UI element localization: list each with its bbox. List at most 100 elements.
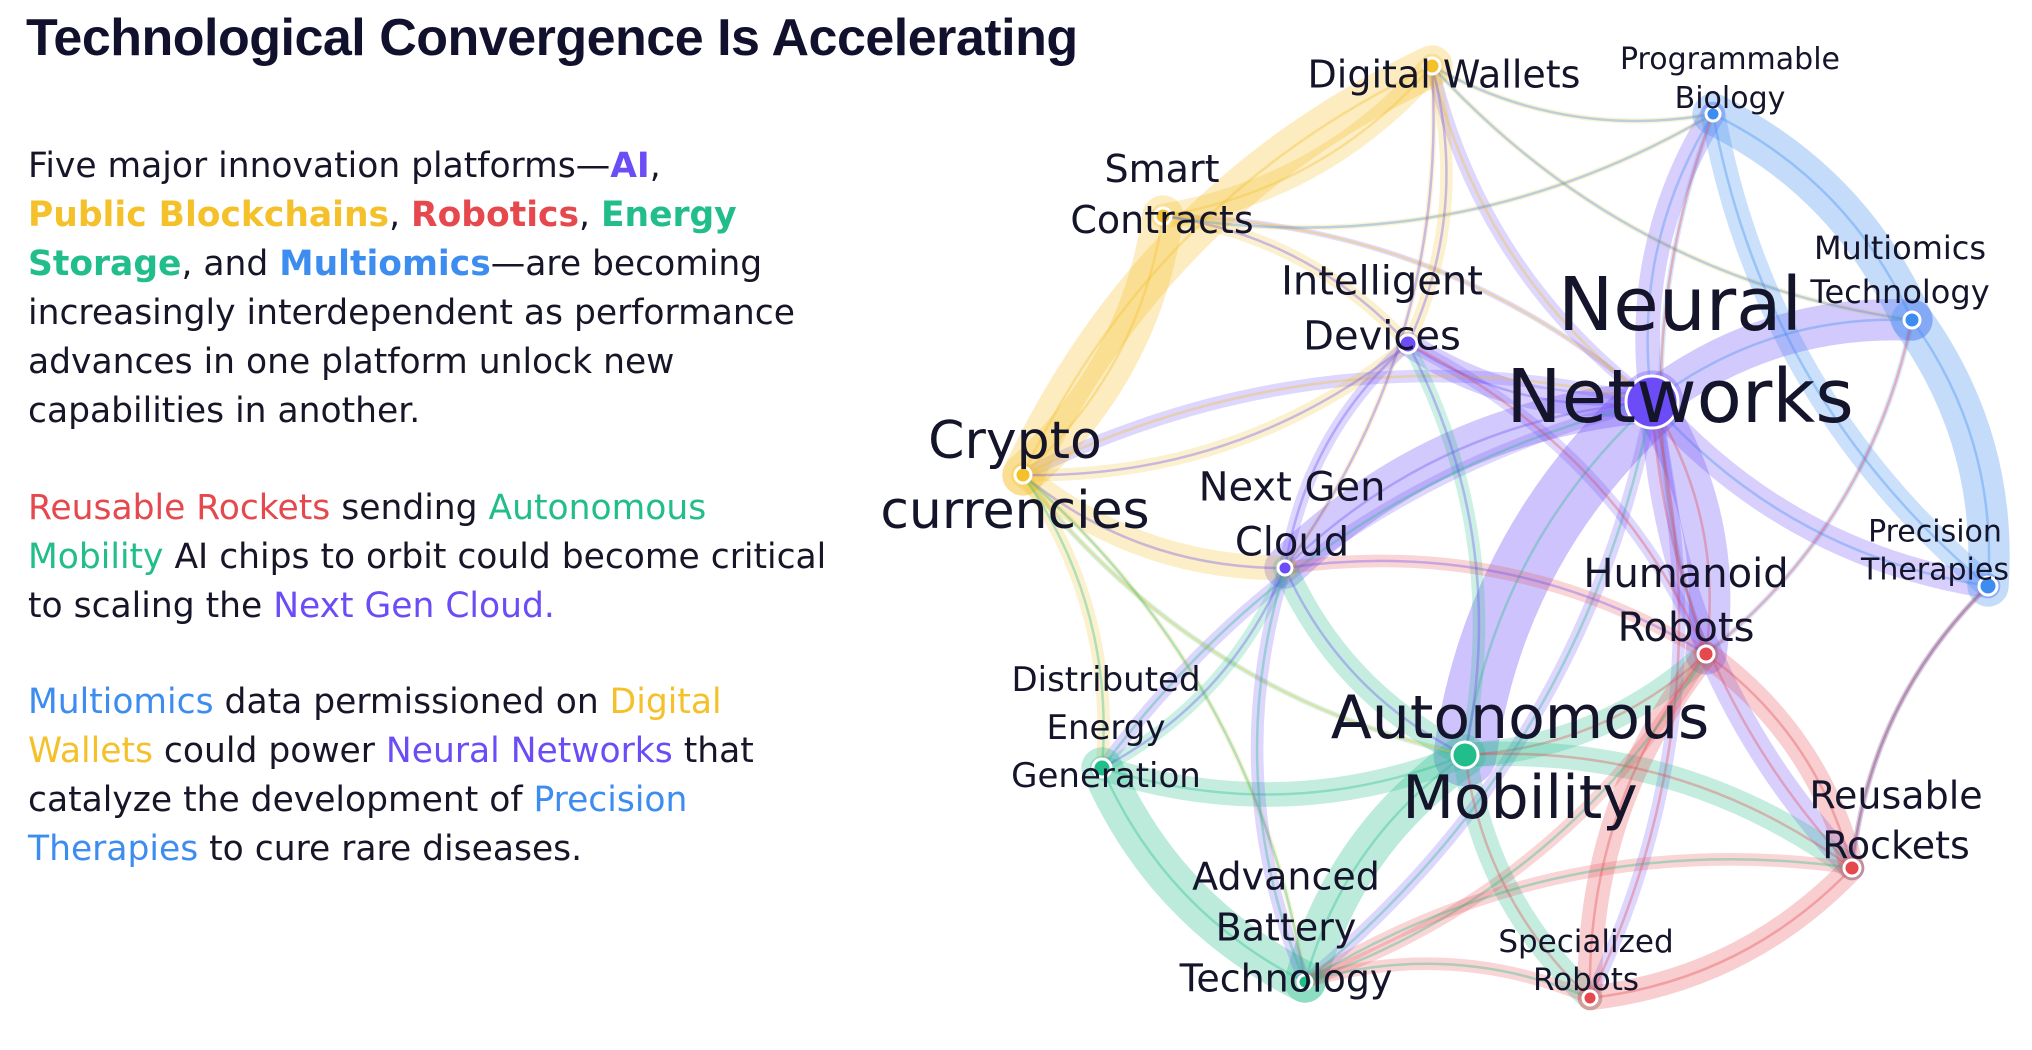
network-edge [1081,747,1326,1003]
node-label-line: Devices [1303,314,1461,360]
network-edge-line [1162,112,1714,229]
node-battery [1296,973,1314,991]
network-edge-line [1284,400,1653,569]
node-label-mobility: Autonomous Mobility [1331,683,1710,833]
network-edge [1156,209,1415,351]
network-edge-line [1651,318,1913,403]
network-edge [1020,472,1468,758]
network-edge [1849,583,1991,871]
multiomics-highlight: Multiomics [28,682,214,722]
network-edge [1639,389,2001,599]
network-edge-line [1022,343,1409,477]
node-label-crypto: Crypto currencies [880,411,1149,541]
node-label-line: Multiomics [1814,229,1986,267]
network-edge [1849,583,1991,871]
node-label-line: Smart [1105,147,1220,191]
network-edge [1631,298,1933,423]
node-label-line: Robots [1618,605,1755,651]
therapies-highlight: Precision Therapies [28,780,688,869]
node-label-battery: Advanced Battery Technology [1179,854,1393,1000]
network-edge [1089,742,1478,807]
network-edge [1016,468,1110,775]
network-edge-line [1850,585,1989,869]
node-label-line: Autonomous [1331,683,1710,753]
network-edge [1891,299,2010,607]
node-label-line: Robots [1533,962,1639,998]
network-edge [1703,317,1915,657]
network-edge-line [1304,401,1654,983]
para3-text: could power [163,731,375,771]
network-edge-line [1712,112,1914,321]
para3-text: data permissioned on [224,682,599,722]
para2-text: AI chips to orbit could become critical … [28,537,827,626]
node-label-intelligent: Intelligent Devices [1281,259,1483,360]
network-edge [1577,641,1719,1011]
node-label-line: Battery [1216,905,1357,949]
node-label-line: Advanced [1192,854,1380,898]
network-edge [1692,93,1933,341]
para1-text: , [579,195,590,235]
network-edge-line [1162,214,1653,403]
neural-highlight: Neural Networks [385,731,673,771]
network-edge [1272,555,1478,768]
node-label-line: currencies [880,481,1149,541]
multiomics-paragraph: Multiomics data permissioned on Digital … [28,678,828,874]
para1-text: Five major innovation platforms— [28,146,611,186]
network-edge-line [1022,474,1307,983]
network-edge-line [1283,65,1435,569]
node-specialized [1581,989,1599,1007]
network-edge [1452,742,1603,1011]
network-edge [1631,381,1731,675]
node-mobility [1450,740,1480,770]
node-label-line: Programmable [1620,42,1840,77]
node-distributed [1091,757,1113,779]
node-intelligent [1397,333,1419,355]
network-edge [1002,195,1184,496]
robotics-highlight: Robotics [411,195,579,235]
network-edges [1002,45,2010,1011]
network-edge-line [1255,567,1307,983]
node-label-line: Reusable [1809,773,1982,817]
network-edge-line [1463,401,1653,756]
network-edge [1278,337,1415,575]
node-omicstech [1902,310,1922,330]
network-edge-line [1101,567,1287,770]
network-edge [1264,381,1673,589]
node-label-line: Digital Wallets [1308,52,1581,96]
node-label-precision: Precision Therapies [1860,515,2009,588]
blockchain-highlight: Public Blockchains [28,195,390,235]
node-neural [1624,374,1680,430]
para1-text: —are becoming increasingly interdependen… [28,244,795,431]
network-edge-line [1430,65,1653,403]
node-progbio [1704,105,1722,123]
node-nextgen [1276,559,1294,577]
network-edge-line [1463,754,1591,999]
para3-text: that catalyze the development of [28,731,754,820]
node-label-distributed: Distributed Energy Generation [1011,660,1201,796]
network-edge [1425,59,1659,409]
network-nodes [1013,56,1999,1007]
network-edge-line [1646,113,1715,403]
network-edge-line [1162,65,1433,218]
network-edge-line [1705,652,1854,869]
network-edge [1433,370,1684,787]
network-edge-line [1406,65,1448,345]
network-edge [1577,855,1865,1011]
para1-text: , [389,195,401,235]
network-edge [1016,369,1659,482]
node-label-line: Specialized [1498,924,1673,960]
network-edge [1250,561,1312,989]
node-rockets [1842,858,1862,878]
network-labels: Neural Networks Autonomous Mobility Crypto cu… [880,42,2009,1000]
network-edge-line [1431,65,1913,322]
node-label-line: Mobility [1402,763,1638,833]
network-edge-line [1022,215,1165,476]
network-edge-line [1850,585,1989,869]
node-precision [1977,575,1999,597]
rockets-paragraph: Reusable Rockets sending Autonomous Mobi… [28,484,828,631]
node-humanoid [1696,644,1716,664]
convergence-network-diagram: Neural Networks Autonomous Mobility Crypto cu… [880,42,2010,1011]
node-label-line: Networks [1506,354,1854,440]
wallets-highlight: Digital Wallets [28,682,722,771]
network-edge [1298,957,1597,1005]
